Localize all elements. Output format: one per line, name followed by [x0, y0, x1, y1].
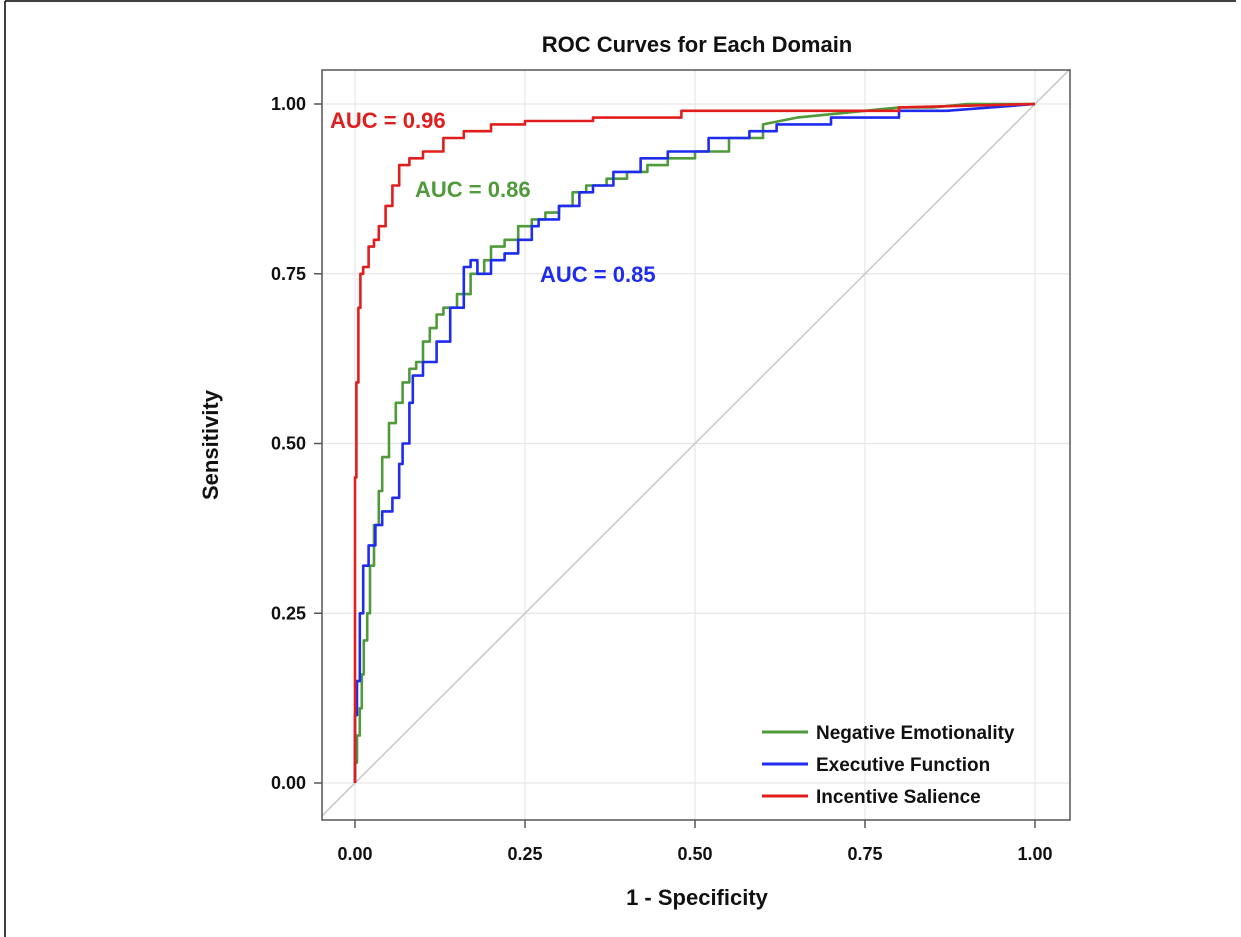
y-axis-ticks: 0.00 0.25 0.50 0.75 1.00 [271, 94, 322, 793]
legend-label-incentive-salience: Incentive Salience [816, 787, 981, 808]
roc-curve-incentive-salience [353, 102, 1036, 783]
legend: Negative Emotionality Executive Function… [762, 723, 1015, 808]
x-axis-label: 1 - Specificity [626, 885, 769, 910]
auc-label-incentive-salience: AUC = 0.96 [330, 108, 446, 133]
legend-label-executive-function: Executive Function [816, 755, 990, 776]
reference-diagonal [321, 68, 1071, 817]
y-axis-label: Sensitivity [198, 389, 223, 500]
legend-label-negative-emotionality: Negative Emotionality [816, 723, 1015, 744]
y-tick-label-0: 0.00 [271, 773, 306, 793]
x-tick-label-4: 1.00 [1017, 844, 1052, 864]
plot-background [322, 70, 1070, 820]
plot-area [321, 68, 1071, 821]
y-tick-label-2: 0.50 [271, 434, 306, 454]
x-tick-label-3: 0.75 [847, 844, 882, 864]
x-tick-label-0: 0.00 [337, 844, 372, 864]
plot-border [321, 69, 1071, 821]
y-tick-label-4: 1.00 [271, 94, 306, 114]
y-tick-label-3: 0.75 [271, 264, 306, 284]
chart-title: ROC Curves for Each Domain [542, 32, 853, 57]
x-tick-label-1: 0.25 [507, 844, 542, 864]
x-axis-ticks: 0.00 0.25 0.50 0.75 1.00 [337, 820, 1053, 864]
auc-label-executive-function: AUC = 0.85 [540, 262, 656, 287]
auc-label-negative-emotionality: AUC = 0.86 [415, 177, 531, 202]
y-tick-label-1: 0.25 [271, 603, 306, 623]
roc-curve-negative-emotionality [353, 102, 1035, 783]
roc-curves [353, 102, 1036, 783]
reference-line [321, 68, 1071, 817]
x-tick-label-2: 0.50 [677, 844, 712, 864]
roc-curve-executive-function [353, 102, 1036, 783]
